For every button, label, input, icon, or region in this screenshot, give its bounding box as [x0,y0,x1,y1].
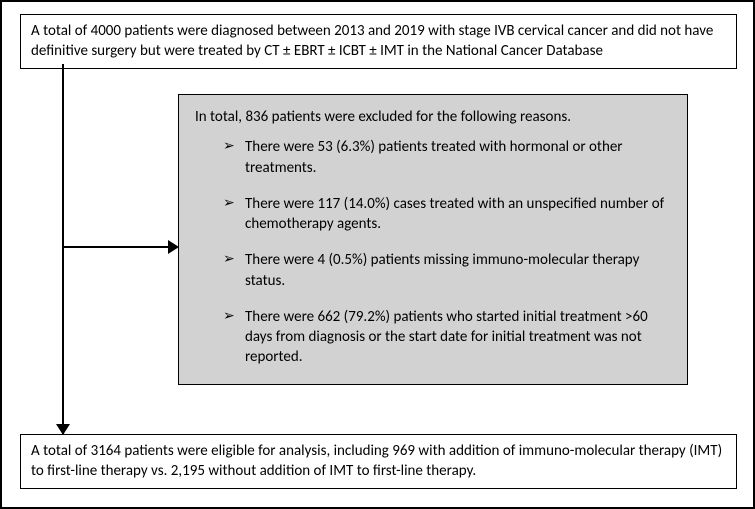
flowchart-frame: A total of 4000 patients were diagnosed … [0,0,755,509]
flow-vertical-line [62,64,64,434]
exclusion-box: In total, 836 patients were excluded for… [178,94,688,385]
flow-horizontal-line [62,246,170,248]
inclusion-box: A total of 4000 patients were diagnosed … [20,14,737,69]
exclusion-list: There were 53 (6.3%) patients treated wi… [195,137,671,367]
eligible-box: A total of 3164 patients were eligible f… [20,434,737,489]
eligible-text: A total of 3164 patients were eligible f… [31,442,722,480]
exclusion-item: There were 4 (0.5%) patients missing imm… [223,250,671,291]
exclusion-intro: In total, 836 patients were excluded for… [195,107,671,127]
exclusion-item: There were 53 (6.3%) patients treated wi… [223,137,671,178]
exclusion-item: There were 662 (79.2%) patients who star… [223,307,671,368]
exclusion-item: There were 117 (14.0%) cases treated wit… [223,194,671,235]
inclusion-text: A total of 4000 patients were diagnosed … [31,22,713,60]
